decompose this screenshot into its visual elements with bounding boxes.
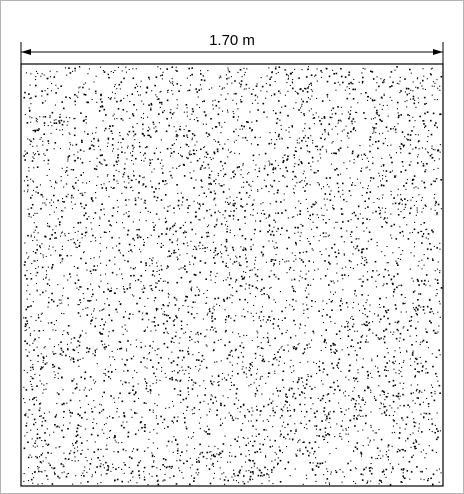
dimension-arrow-right — [433, 49, 443, 55]
section-outline — [20, 63, 444, 487]
section-rectangle — [20, 63, 444, 487]
stipple-pattern — [23, 66, 443, 486]
dimension-label: 1.70 m — [209, 32, 255, 49]
section-fill — [21, 64, 443, 486]
dimension-arrow-left — [21, 49, 31, 55]
width-dimension: 1.70 m — [20, 32, 444, 64]
